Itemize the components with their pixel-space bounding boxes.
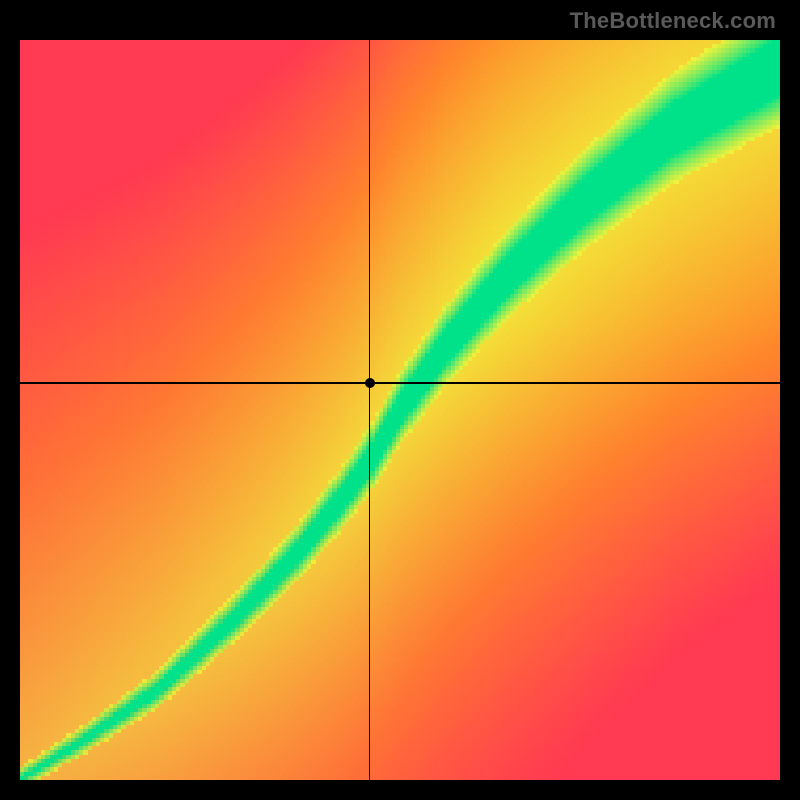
chart-frame: TheBottleneck.com [0,0,800,800]
crosshair-horizontal [20,382,780,384]
plot-area [20,40,780,780]
bottleneck-heatmap [20,40,780,780]
crosshair-marker-dot [365,378,375,388]
watermark-text: TheBottleneck.com [570,8,776,34]
crosshair-vertical [369,40,371,780]
